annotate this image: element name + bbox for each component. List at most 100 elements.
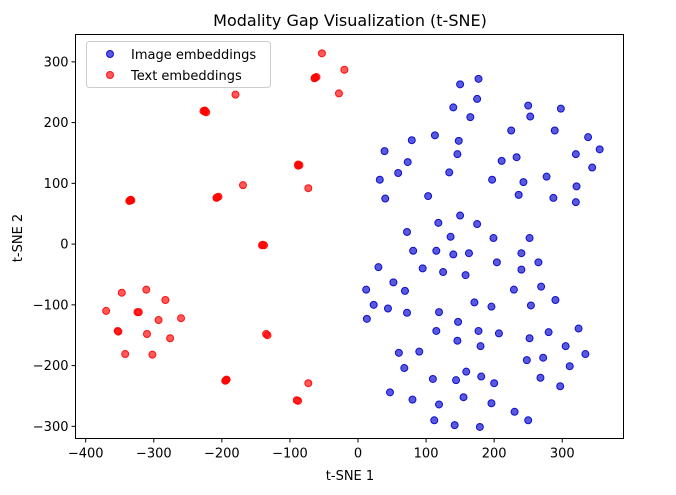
data-point-series-1-36: [142, 330, 151, 339]
data-point-series-0-86: [452, 376, 461, 385]
data-point-series-1-32: [177, 314, 186, 323]
data-point-series-0-25: [375, 175, 384, 184]
data-point-series-1-5: [334, 89, 343, 98]
data-point-series-0-87: [477, 372, 486, 381]
data-point-series-0-72: [544, 328, 553, 337]
data-point-series-1-25: [258, 241, 267, 250]
data-point-series-0-11: [430, 131, 439, 140]
legend-marker-text: [106, 71, 114, 79]
x-tick-label-1: −300: [136, 447, 172, 462]
data-point-series-0-50: [439, 268, 448, 277]
data-point-series-0-96: [510, 407, 519, 416]
data-point-series-0-23: [542, 172, 551, 181]
data-point-series-0-66: [403, 308, 412, 317]
data-point-series-0-7: [526, 112, 535, 121]
data-point-series-0-58: [362, 285, 371, 294]
x-tick-label-0: −400: [68, 447, 104, 462]
data-point-series-0-94: [435, 400, 444, 409]
data-point-series-0-44: [464, 249, 473, 258]
data-point-series-0-17: [403, 158, 412, 167]
data-point-series-0-45: [517, 249, 526, 258]
data-point-series-0-27: [572, 182, 581, 191]
data-point-series-0-100: [524, 416, 533, 425]
data-point-series-0-98: [450, 421, 459, 430]
data-point-series-0-64: [435, 308, 444, 317]
data-point-series-0-2: [449, 103, 458, 112]
data-point-series-1-47: [294, 396, 303, 405]
data-point-series-0-95: [487, 399, 496, 408]
data-point-series-0-82: [400, 364, 409, 373]
y-tick-label-1: −200: [33, 359, 69, 374]
data-point-series-0-38: [446, 232, 455, 241]
data-point-series-0-67: [454, 317, 463, 326]
x-tick-label-3: −100: [272, 447, 308, 462]
data-point-series-1-14: [238, 181, 247, 190]
data-point-series-0-16: [453, 150, 462, 159]
y-tick-label-0: −300: [33, 420, 69, 435]
data-point-series-1-35: [114, 327, 123, 336]
data-point-series-0-15: [380, 147, 389, 156]
data-point-series-0-51: [461, 271, 470, 280]
data-point-series-0-34: [456, 211, 465, 220]
data-point-series-0-97: [430, 416, 439, 425]
data-point-series-0-77: [415, 347, 424, 356]
data-point-series-0-14: [595, 145, 604, 154]
x-tick-label-4: 0: [354, 447, 362, 462]
data-point-series-0-20: [571, 150, 580, 159]
data-point-series-0-74: [453, 336, 462, 345]
data-point-series-1-1: [340, 65, 349, 74]
y-axis-ticks: −300 −200 −100 0 100 200 300: [33, 55, 76, 435]
data-point-series-0-6: [556, 104, 565, 113]
data-point-series-0-35: [434, 218, 443, 227]
data-point-series-0-43: [449, 250, 458, 259]
data-point-series-0-79: [539, 353, 548, 362]
data-point-series-1-19: [126, 195, 135, 204]
data-point-series-0-10: [407, 136, 416, 145]
data-point-series-0-21: [394, 169, 403, 178]
data-point-series-0-57: [551, 295, 560, 304]
legend-box: [86, 41, 271, 88]
data-point-series-1-39: [263, 331, 272, 340]
y-axis-label: t-SNE 2: [11, 214, 26, 262]
data-point-series-0-78: [394, 348, 403, 357]
data-point-series-0-62: [487, 302, 496, 311]
legend-label-text: Text embeddings: [130, 69, 242, 84]
data-point-series-0-53: [389, 278, 398, 287]
data-point-series-0-9: [550, 126, 559, 135]
x-tick-label-6: 200: [482, 447, 507, 462]
data-point-series-1-0: [317, 49, 326, 58]
data-point-series-1-29: [102, 306, 111, 315]
legend-label-image: Image embeddings: [131, 48, 256, 63]
x-tick-label-5: 100: [414, 447, 439, 462]
data-point-series-1-10: [200, 106, 209, 115]
y-tick-label-6: 300: [44, 55, 69, 70]
data-point-series-0-85: [428, 374, 437, 383]
data-point-series-1-26: [117, 288, 126, 297]
data-point-series-0-29: [381, 194, 390, 203]
data-point-series-0-49: [418, 264, 427, 273]
y-tick-label-5: 200: [44, 116, 69, 131]
legend-marker-image: [106, 50, 114, 58]
data-point-series-1-15: [304, 184, 313, 193]
data-point-series-0-4: [473, 94, 482, 103]
data-point-series-0-40: [525, 234, 534, 243]
data-point-series-1-40: [121, 350, 130, 359]
data-point-series-0-56: [509, 285, 518, 294]
legend: Image embeddings Text embeddings: [86, 41, 271, 88]
data-point-series-0-80: [522, 356, 531, 365]
x-tick-label-2: −200: [204, 447, 240, 462]
data-point-series-0-89: [490, 379, 499, 388]
data-point-series-0-1: [474, 74, 483, 83]
data-point-series-0-61: [470, 298, 479, 307]
data-point-series-1-41: [148, 350, 157, 359]
series-1-points: [102, 49, 349, 405]
data-point-series-1-6: [231, 90, 240, 99]
data-point-series-0-91: [556, 382, 565, 391]
x-tick-label-7: 300: [550, 447, 575, 462]
data-point-series-0-36: [473, 220, 482, 229]
y-tick-label-4: 100: [44, 177, 69, 192]
data-point-series-0-39: [489, 234, 498, 243]
data-point-series-0-88: [536, 373, 545, 382]
data-point-series-0-13: [584, 133, 593, 142]
